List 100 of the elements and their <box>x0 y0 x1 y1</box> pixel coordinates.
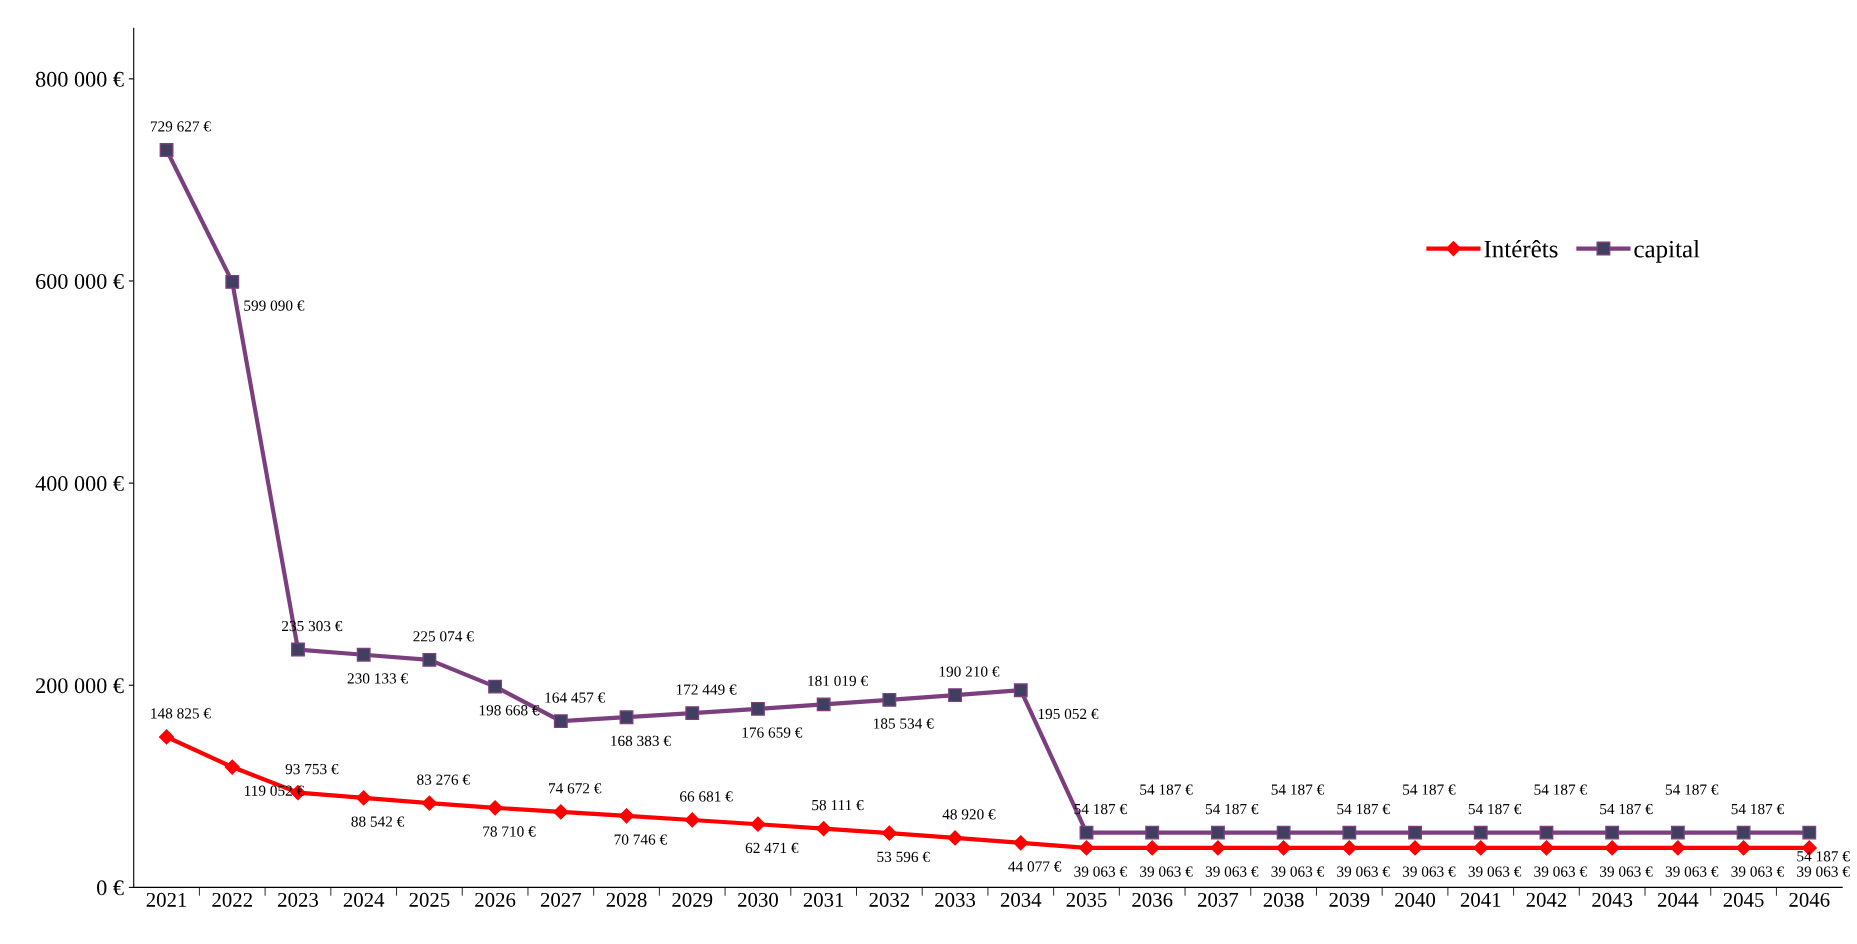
y-tick-label: 600 000 € <box>36 273 124 289</box>
data-label: 39 063 € <box>1534 866 1587 877</box>
data-label: 78 710 € <box>483 826 536 837</box>
point <box>1408 825 1422 840</box>
data-label: 88 542 € <box>351 816 405 827</box>
x-tick-label: 2038 <box>1263 892 1304 907</box>
x-tick-label: 2036 <box>1132 892 1173 907</box>
point <box>291 642 305 657</box>
point <box>750 816 766 832</box>
point <box>158 729 175 745</box>
point <box>1605 825 1620 840</box>
legend-label: Intérêts <box>1484 239 1558 258</box>
data-label: 148 825 € <box>151 708 211 719</box>
data-label: 195 052 € <box>1038 708 1099 720</box>
point <box>1407 840 1423 856</box>
x-tick-label: 2024 <box>343 892 385 907</box>
point <box>422 652 437 667</box>
x-tick-label: 2041 <box>1460 892 1501 907</box>
point <box>1342 825 1357 840</box>
data-label: 230 133 € <box>347 673 408 684</box>
data-label: 164 457 € <box>545 692 606 703</box>
point <box>948 688 963 703</box>
data-label: 54 187 € <box>1665 784 1719 795</box>
data-label: 190 210 € <box>939 666 1000 677</box>
x-tick-label: 2023 <box>278 892 318 907</box>
point <box>1341 840 1357 856</box>
data-label: 39 063 € <box>1140 866 1193 877</box>
data-label: 58 111 € <box>812 799 864 811</box>
x-tick-label: 2025 <box>409 892 450 907</box>
point <box>1013 835 1029 851</box>
point <box>1539 825 1554 840</box>
y-tick-label: 0 € <box>97 880 124 896</box>
data-label: 39 063 € <box>1402 866 1456 877</box>
point <box>356 647 371 662</box>
data-label: 54 187 € <box>1337 803 1390 815</box>
data-label: 93 753 € <box>285 763 339 775</box>
x-tick-label: 2030 <box>738 892 778 907</box>
data-label: 729 627 € <box>150 121 211 132</box>
x-tick-label: 2027 <box>540 892 582 907</box>
point <box>1079 825 1094 840</box>
point <box>421 795 437 811</box>
point <box>1670 825 1685 840</box>
point <box>1736 840 1752 856</box>
x-tick-label: 2045 <box>1723 892 1764 907</box>
x-tick-label: 2033 <box>935 892 976 907</box>
data-label: 54 187 € <box>1534 784 1587 795</box>
x-tick-label: 2031 <box>803 892 844 907</box>
data-label: 54 187 € <box>1797 851 1850 862</box>
y-tick-label: 200 000 € <box>36 678 124 694</box>
point <box>224 759 240 775</box>
point <box>685 706 700 721</box>
data-label: 44 077 € <box>1008 861 1062 872</box>
y-tick-label: 400 000 € <box>35 476 124 492</box>
data-label: 181 019 € <box>808 675 868 687</box>
data-label: 39 063 € <box>1074 866 1127 877</box>
data-label: 39 063 € <box>1337 866 1390 877</box>
point <box>159 143 174 157</box>
x-tick-label: 2022 <box>212 892 252 907</box>
data-label: 48 920 € <box>942 809 996 820</box>
point <box>882 692 897 707</box>
x-tick-label: 2044 <box>1657 892 1699 907</box>
point <box>1144 840 1160 856</box>
x-tick-label: 2026 <box>475 892 516 907</box>
point <box>488 679 503 694</box>
point <box>225 274 240 289</box>
data-label: 39 063 € <box>1205 866 1259 877</box>
data-label: 74 672 € <box>548 783 602 794</box>
point <box>618 808 635 824</box>
data-label: 185 534 € <box>874 718 934 729</box>
point <box>356 790 372 806</box>
point <box>1210 825 1225 840</box>
data-label: 168 383 € <box>611 735 671 747</box>
data-label: 54 187 € <box>1403 784 1456 795</box>
point <box>750 701 765 716</box>
x-tick-label: 2037 <box>1197 892 1239 907</box>
point <box>1604 840 1620 856</box>
point <box>1670 840 1686 856</box>
data-label: 39 063 € <box>1731 866 1784 877</box>
data-label: 39 063 € <box>1797 866 1850 877</box>
point <box>619 710 634 725</box>
x-tick-label: 2028 <box>606 892 647 907</box>
data-label: 599 090 € <box>244 300 305 311</box>
point <box>684 812 700 828</box>
point <box>816 697 831 712</box>
legend-label: capital <box>1634 239 1700 263</box>
data-label: 53 596 € <box>877 851 930 863</box>
x-tick-label: 2035 <box>1066 892 1107 907</box>
data-label: 54 187 € <box>1271 784 1325 795</box>
x-tick-label: 2042 <box>1526 892 1567 907</box>
point <box>1078 840 1095 856</box>
data-label: 172 449 € <box>676 684 737 695</box>
data-label: 39 063 € <box>1600 866 1653 877</box>
x-tick-label: 2029 <box>672 892 713 907</box>
x-tick-label: 2034 <box>1000 892 1042 907</box>
data-label: 54 187 € <box>1140 784 1193 795</box>
x-tick-label: 2039 <box>1329 892 1370 907</box>
data-label: 83 276 € <box>417 774 470 785</box>
point <box>1276 840 1292 856</box>
data-label: 66 681 € <box>680 791 733 802</box>
data-label: 54 187 € <box>1205 803 1259 815</box>
